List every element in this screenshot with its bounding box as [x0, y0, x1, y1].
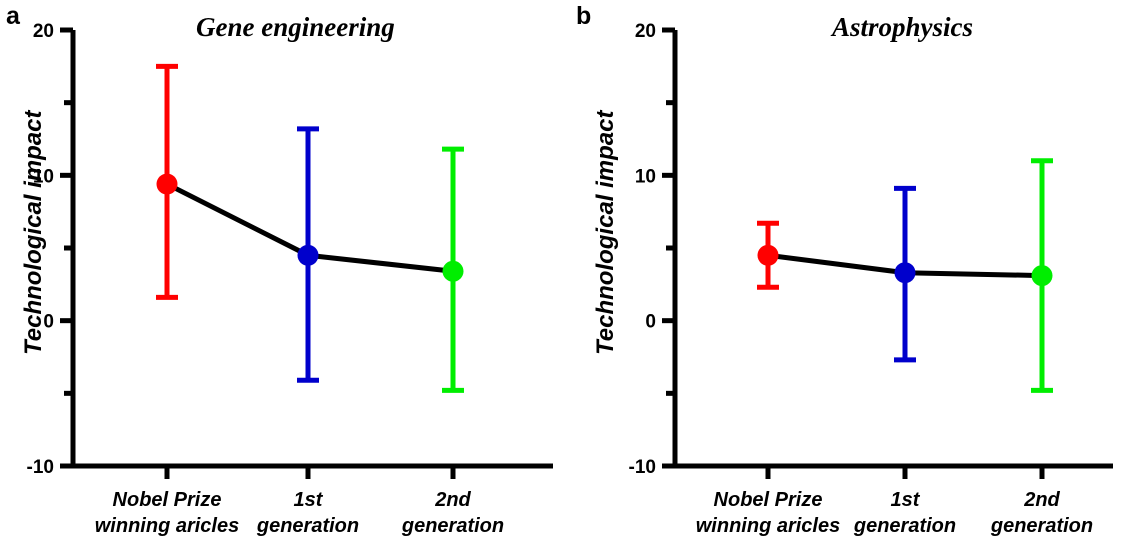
y-tick-label: 20 [33, 21, 54, 42]
x-tick-label: 1st [891, 489, 921, 511]
data-point-group [894, 185, 916, 363]
data-point-group [1031, 158, 1053, 393]
panel-title-a: Gene engineering [196, 12, 395, 42]
x-tick-label: 2nd [1023, 489, 1060, 511]
y-tick-label: 20 [635, 21, 656, 42]
data-point-group [442, 146, 464, 393]
y-tick-label: -10 [27, 457, 54, 478]
panel-letter-a: a [6, 2, 20, 30]
x-tick-label: 1st [294, 489, 324, 511]
data-point-marker [156, 173, 178, 195]
y-tick-label: 10 [635, 166, 656, 187]
x-tick-label: Nobel Prize [714, 489, 823, 511]
data-point-group [297, 126, 319, 383]
panel-gene-engineering: a Gene engineering Technological impact … [6, 2, 553, 536]
y-tick-label: -10 [629, 457, 656, 478]
x-tick-label: winning aricles [95, 515, 239, 536]
data-point-group [757, 220, 779, 290]
panel-astrophysics: b Astrophysics Technological impact 20 10… [570, 0, 1138, 536]
y-tick-label: 10 [33, 166, 54, 187]
data-point-group [156, 63, 178, 300]
data-point-marker [894, 262, 916, 284]
x-tick-label: generation [990, 515, 1093, 536]
data-point-marker [1031, 265, 1053, 287]
y-tick-label: 0 [645, 312, 656, 333]
panel-title-b: Astrophysics [832, 12, 974, 42]
plot-area-b: 20 10 0 -10 Nobel Prize winning aricles 1st gen… [629, 21, 1113, 536]
x-tick-label: generation [401, 515, 504, 536]
x-tick-label: winning aricles [696, 515, 840, 536]
x-tick-label: generation [853, 515, 956, 536]
x-tick-label: 2nd [434, 489, 471, 511]
x-tick-label: Nobel Prize [113, 489, 222, 511]
plot-area-a: 20 10 0 -10 Nobel Prize winning aricles 1st gen… [27, 21, 553, 536]
x-tick-label: generation [256, 515, 359, 536]
panel-letter-b: b [576, 2, 592, 30]
y-tick-label: 0 [43, 312, 54, 333]
data-point-marker [757, 244, 779, 266]
data-point-marker [442, 260, 464, 282]
axis-spine [672, 30, 1113, 469]
data-point-marker [297, 244, 319, 266]
